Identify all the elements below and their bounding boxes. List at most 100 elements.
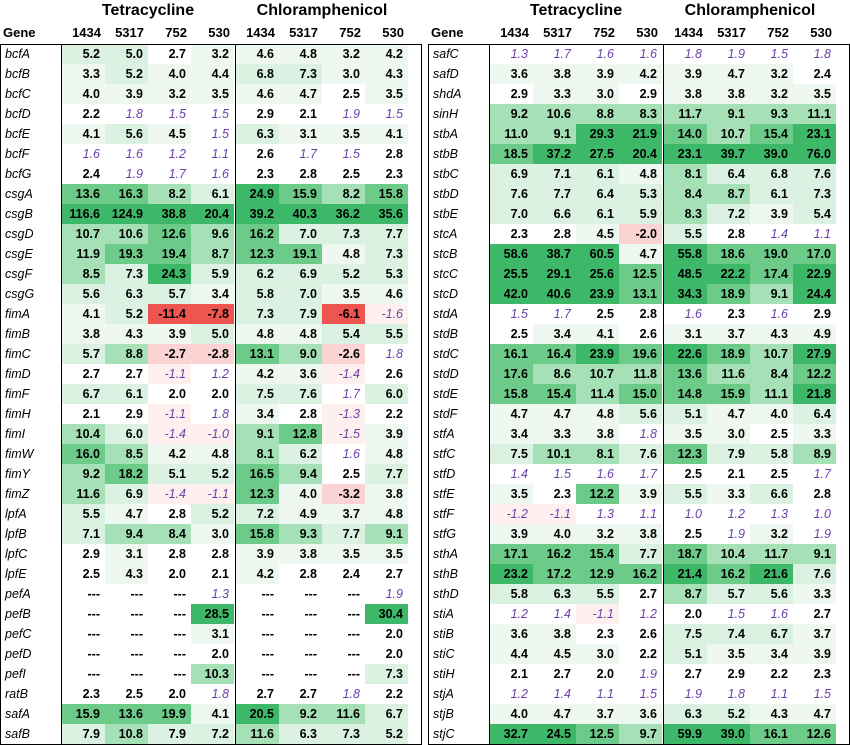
gene-name: pefB bbox=[0, 604, 62, 624]
chloramphenicol-value-752: --- bbox=[322, 604, 365, 624]
chloramphenicol-value-752: 21.6 bbox=[750, 564, 793, 584]
chloramphenicol-value-752: 39.0 bbox=[750, 144, 793, 164]
strain-header-1434: 1434 bbox=[246, 25, 275, 40]
gene-name: csgB bbox=[0, 204, 62, 224]
table-row: stfE 3.5 2.3 12.2 3.9 5.5 3.3 6.6 2.8 bbox=[428, 484, 850, 504]
tetracycline-value-530: 1.8 bbox=[619, 424, 662, 444]
tetracycline-value-752: 25.6 bbox=[576, 264, 619, 284]
tetracycline-value-5317: --- bbox=[105, 584, 148, 604]
chloramphenicol-value-752: 2.5 bbox=[322, 84, 365, 104]
tetracycline-value-1434: 23.2 bbox=[490, 564, 533, 584]
tetracycline-value-5317: 6.1 bbox=[105, 384, 148, 404]
tetracycline-value-5317: 4.3 bbox=[105, 564, 148, 584]
gene-name: sinH bbox=[428, 104, 490, 124]
gene-name: stbB bbox=[428, 144, 490, 164]
strain-header-752: 752 bbox=[767, 25, 789, 40]
tetracycline-value-1434: 9.2 bbox=[62, 464, 105, 484]
chloramphenicol-value-5317: 1.2 bbox=[707, 504, 750, 524]
tetracycline-value-752: 8.8 bbox=[576, 104, 619, 124]
gene-column-header: Gene bbox=[3, 25, 36, 40]
chloramphenicol-value-752: 11.7 bbox=[750, 544, 793, 564]
chloramphenicol-value-752: 3.5 bbox=[322, 544, 365, 564]
gene-name: stbE bbox=[428, 204, 490, 224]
table-row: stiA 1.2 1.4 -1.1 1.2 2.0 1.5 1.6 2.7 bbox=[428, 604, 850, 624]
chloramphenicol-value-5317: 16.2 bbox=[707, 564, 750, 584]
tetracycline-value-5317: 24.5 bbox=[533, 724, 576, 744]
tetracycline-value-752: 7.9 bbox=[148, 724, 191, 744]
tetracycline-value-5317: 16.3 bbox=[105, 184, 148, 204]
tetracycline-value-5317: 6.6 bbox=[533, 204, 576, 224]
tetracycline-value-530: 2.1 bbox=[191, 564, 234, 584]
chloramphenicol-value-1434: 2.5 bbox=[664, 524, 707, 544]
tetracycline-value-530: 5.9 bbox=[191, 264, 234, 284]
tetracycline-value-752: --- bbox=[148, 664, 191, 684]
chloramphenicol-value-5317: 1.9 bbox=[707, 44, 750, 64]
chloramphenicol-value-5317: --- bbox=[279, 584, 322, 604]
tetracycline-value-5317: 8.5 bbox=[105, 444, 148, 464]
group-header-row: Tetracycline Chloramphenicol bbox=[0, 0, 422, 22]
gene-name: stcC bbox=[428, 264, 490, 284]
gene-name: fimD bbox=[0, 364, 62, 384]
chloramphenicol-value-1434: 8.1 bbox=[236, 444, 279, 464]
table-row: bcfD 2.2 1.8 1.5 1.5 2.9 2.1 1.9 1.5 bbox=[0, 104, 422, 124]
tetracycline-value-1434: 16.0 bbox=[62, 444, 105, 464]
tetracycline-value-5317: 7.7 bbox=[533, 184, 576, 204]
chloramphenicol-value-530: 12.6 bbox=[793, 724, 836, 744]
tetracycline-value-752: 5.5 bbox=[576, 584, 619, 604]
tetracycline-value-5317: 9.1 bbox=[533, 124, 576, 144]
gene-name: fimC bbox=[0, 344, 62, 364]
tetracycline-value-752: 1.6 bbox=[576, 464, 619, 484]
gene-name: lpfC bbox=[0, 544, 62, 564]
tetracycline-value-752: -1.1 bbox=[148, 364, 191, 384]
chloramphenicol-value-1434: 1.8 bbox=[664, 44, 707, 64]
chloramphenicol-value-752: -6.1 bbox=[322, 304, 365, 324]
table-row: lpfB 7.1 9.4 8.4 3.0 15.8 9.3 7.7 9.1 bbox=[0, 524, 422, 544]
table-row: stfA 3.4 3.3 3.8 1.8 3.5 3.0 2.5 3.3 bbox=[428, 424, 850, 444]
chloramphenicol-value-530: 2.7 bbox=[365, 564, 408, 584]
tetracycline-value-1434: 6.7 bbox=[62, 384, 105, 404]
tetracycline-value-5317: 4.7 bbox=[533, 404, 576, 424]
tetracycline-value-5317: 1.4 bbox=[533, 684, 576, 704]
chloramphenicol-value-530: 3.9 bbox=[793, 644, 836, 664]
chloramphenicol-value-1434: 1.9 bbox=[664, 684, 707, 704]
chloramphenicol-value-752: 3.2 bbox=[322, 44, 365, 64]
chloramphenicol-value-530: 76.0 bbox=[793, 144, 836, 164]
chloramphenicol-value-5317: 5.7 bbox=[707, 584, 750, 604]
chloramphenicol-value-752: 1.6 bbox=[750, 304, 793, 324]
chloramphenicol-value-5317: 2.8 bbox=[279, 164, 322, 184]
chloramphenicol-value-752: 11.1 bbox=[750, 384, 793, 404]
tetracycline-value-530: 1.2 bbox=[191, 364, 234, 384]
table-row: pefI --- --- --- 10.3 --- --- --- 7.3 bbox=[0, 664, 422, 684]
chloramphenicol-value-530: 27.9 bbox=[793, 344, 836, 364]
gene-name: safA bbox=[0, 704, 62, 724]
chloramphenicol-value-530: 12.2 bbox=[793, 364, 836, 384]
tetracycline-value-752: -1.4 bbox=[148, 484, 191, 504]
tetracycline-value-752: 1.2 bbox=[148, 144, 191, 164]
chloramphenicol-value-530: 5.4 bbox=[793, 204, 836, 224]
tetracycline-value-1434: 2.3 bbox=[62, 684, 105, 704]
tetracycline-value-1434: --- bbox=[62, 624, 105, 644]
chloramphenicol-value-1434: 8.7 bbox=[664, 584, 707, 604]
chloramphenicol-value-530: 7.3 bbox=[365, 664, 408, 684]
chloramphenicol-value-752: 3.2 bbox=[750, 84, 793, 104]
chloramphenicol-value-5317: 15.9 bbox=[707, 384, 750, 404]
table-row: pefB --- --- --- 28.5 --- --- --- 30.4 bbox=[0, 604, 422, 624]
chloramphenicol-value-530: 8.9 bbox=[793, 444, 836, 464]
gene-name: stjC bbox=[428, 724, 490, 744]
tetracycline-value-530: 1.2 bbox=[619, 604, 662, 624]
tetracycline-value-530: 2.8 bbox=[191, 544, 234, 564]
table-row: csgF 8.5 7.3 24.3 5.9 6.2 6.9 5.2 5.3 bbox=[0, 264, 422, 284]
table-row: fimA 4.1 5.2 -11.4 -7.8 7.3 7.9 -6.1 -1.6 bbox=[0, 304, 422, 324]
table-row: shdA 2.9 3.3 3.0 2.9 3.8 3.8 3.2 3.5 bbox=[428, 84, 850, 104]
chloramphenicol-value-5317: 7.9 bbox=[707, 444, 750, 464]
chloramphenicol-value-530: 7.7 bbox=[365, 224, 408, 244]
tetracycline-value-752: 19.4 bbox=[148, 244, 191, 264]
tetracycline-value-752: -1.1 bbox=[576, 604, 619, 624]
chloramphenicol-value-5317: 22.2 bbox=[707, 264, 750, 284]
chloramphenicol-value-1434: 5.5 bbox=[664, 224, 707, 244]
chloramphenicol-value-752: 3.0 bbox=[322, 64, 365, 84]
chloramphenicol-value-530: 3.5 bbox=[365, 84, 408, 104]
chloramphenicol-value-752: 3.2 bbox=[750, 64, 793, 84]
gene-name: shdA bbox=[428, 84, 490, 104]
chloramphenicol-value-752: 6.6 bbox=[750, 484, 793, 504]
